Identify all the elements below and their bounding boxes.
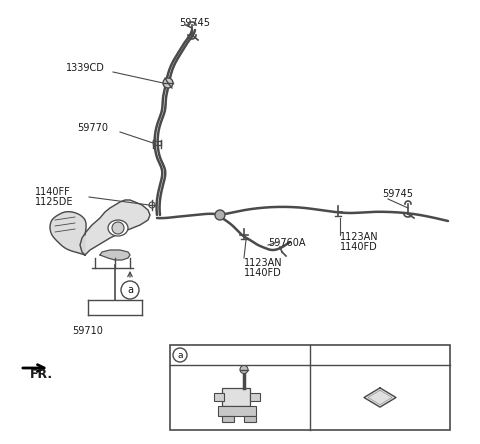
Polygon shape (80, 200, 150, 255)
Text: 84183: 84183 (340, 349, 375, 359)
Text: 1339CD: 1339CD (66, 63, 105, 73)
Text: 1140FF: 1140FF (35, 187, 71, 197)
Text: FR.: FR. (30, 368, 53, 381)
Ellipse shape (108, 220, 128, 236)
Circle shape (240, 365, 248, 373)
Circle shape (215, 210, 225, 220)
Bar (244, 416, 256, 421)
Text: 59745: 59745 (180, 18, 211, 28)
Bar (222, 416, 234, 421)
Circle shape (173, 348, 187, 362)
Bar (250, 392, 260, 400)
Text: 1123AN: 1123AN (340, 232, 379, 242)
Polygon shape (364, 388, 396, 407)
Text: 59770: 59770 (77, 123, 108, 133)
Text: 1140FD: 1140FD (244, 268, 282, 278)
Bar (214, 392, 224, 400)
Circle shape (121, 281, 139, 299)
Polygon shape (100, 250, 130, 260)
Polygon shape (50, 212, 86, 255)
Text: a: a (177, 350, 183, 360)
Text: 93830: 93830 (213, 349, 248, 359)
Text: 59745: 59745 (382, 189, 413, 199)
Bar (170, 345, 450, 430)
Text: 1123AN: 1123AN (244, 258, 283, 268)
Text: 1125DE: 1125DE (35, 197, 73, 207)
Bar (222, 388, 250, 405)
Bar (218, 405, 256, 416)
Circle shape (112, 222, 124, 234)
Text: a: a (127, 285, 133, 295)
Text: 1140FD: 1140FD (340, 242, 378, 252)
Text: 59710: 59710 (72, 326, 103, 336)
Text: 59760A: 59760A (268, 238, 305, 248)
Circle shape (163, 78, 173, 88)
